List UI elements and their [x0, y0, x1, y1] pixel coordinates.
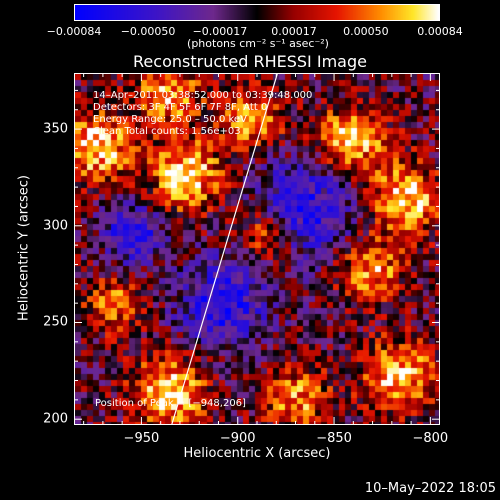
colorbar-units: (photons cm⁻² s⁻¹ asec⁻²) — [187, 37, 329, 50]
y-tick-label: 200 — [43, 411, 68, 427]
colorbar-tick-label: −0.00017 — [192, 25, 248, 38]
y-tick-label: 350 — [43, 121, 68, 137]
y-axis-label: Heliocentric Y (arcsec) — [16, 175, 32, 321]
annotation-detectors: Detectors: 3F 4F 5F 6F 7F 8F, Att 0 — [93, 102, 268, 113]
x-axis-label: Heliocentric X (arcsec) — [183, 446, 331, 461]
colorbar-tick-label: 0.00084 — [417, 25, 463, 38]
x-tick-label: −800 — [412, 431, 449, 446]
colorbar-tick-label: 0.00017 — [271, 25, 317, 38]
x-tick-label: −900 — [219, 431, 256, 446]
limb-overlay — [171, 74, 278, 424]
colorbar-tick-label: −0.00050 — [120, 25, 176, 38]
annotation-peak: Position of Peak = [−948,206] — [95, 398, 246, 409]
x-tick-label: −950 — [123, 431, 160, 446]
heatmap-image — [75, 74, 439, 424]
colorbar-tick-label: −0.00084 — [46, 25, 102, 38]
colorbar — [74, 4, 440, 21]
solar-limb-line — [171, 74, 278, 424]
annotation-time: 14–Apr–2011 03:38:52.000 to 03:39:48.000 — [93, 90, 313, 101]
annotation-energy: Energy Range: 25.0 – 50.0 keV — [93, 114, 247, 125]
colorbar-gradient — [75, 5, 439, 20]
colorbar-tick-label: 0.00050 — [343, 25, 389, 38]
plot-area: 14–Apr–2011 03:38:52.000 to 03:39:48.000… — [74, 73, 440, 425]
chart-title: Reconstructed RHESSI Image — [133, 52, 367, 71]
annotation-clean: Clean Total counts: 1.56e+03 — [93, 126, 241, 137]
footer-date: 10–May–2022 18:05 — [364, 481, 496, 496]
y-tick-label: 300 — [43, 218, 68, 234]
x-tick-label: −850 — [316, 431, 352, 446]
y-tick-label: 250 — [43, 314, 68, 330]
